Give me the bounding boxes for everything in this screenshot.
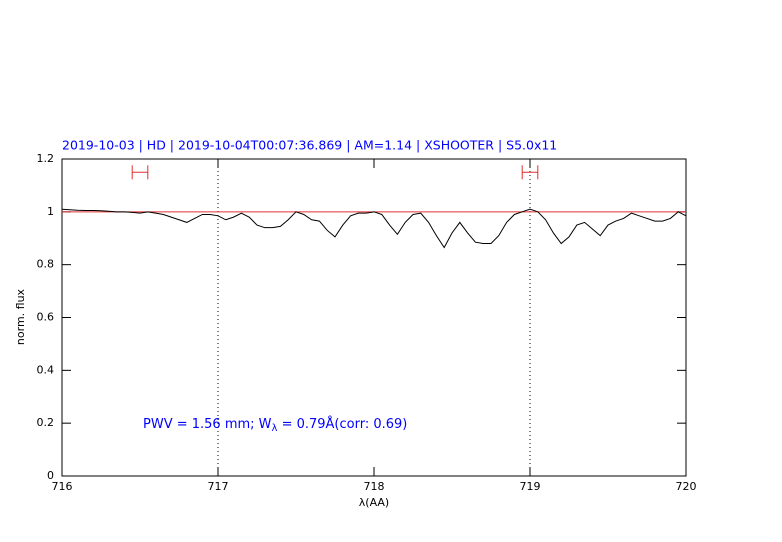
- x-tick-label: 720: [676, 480, 697, 493]
- y-tick-label: 0.6: [37, 311, 55, 324]
- y-tick-label: 0: [47, 469, 54, 482]
- annotation-text: PWV = 1.56 mm; W: [143, 417, 272, 432]
- y-tick-label: 0.4: [37, 363, 55, 376]
- x-tick-label: 718: [364, 480, 385, 493]
- y-tick-label: 0.8: [37, 258, 55, 271]
- y-tick-label: 0.2: [37, 416, 55, 429]
- x-tick-label: 717: [208, 480, 229, 493]
- spectrum-line: [61, 208, 687, 249]
- y-axis-label: norm. flux: [14, 288, 27, 345]
- y-tick-label: 1.2: [37, 152, 55, 165]
- y-tick-label: 1: [47, 205, 54, 218]
- x-tick-label: 719: [520, 480, 541, 493]
- x-axis-label: λ(AA): [359, 496, 389, 509]
- interval-marker: [521, 165, 539, 180]
- interval-marker: [131, 165, 149, 180]
- x-tick-label: 716: [52, 480, 73, 493]
- annotation: PWV = 1.56 mm; Wλ = 0.79Å(corr: 0.69): [143, 416, 407, 435]
- annotation-text: = 0.79Å(corr: 0.69): [277, 416, 407, 432]
- chart-title: 2019-10-03 | HD | 2019-10-04T00:07:36.86…: [62, 138, 557, 153]
- annotation-subscript: λ: [272, 423, 278, 434]
